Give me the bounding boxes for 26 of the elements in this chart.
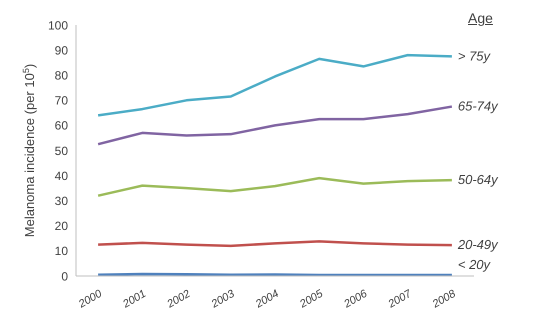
y-tick-label: 70	[54, 94, 68, 108]
series-label: 65-74y	[458, 98, 500, 114]
series-label: 50-64y	[458, 172, 500, 188]
x-tick-label: 2006	[341, 287, 370, 311]
line-series	[96, 105, 454, 146]
y-tick-label: 20	[54, 219, 68, 234]
y-tick-label: 40	[54, 168, 68, 183]
y-tick-label: 90	[54, 43, 68, 58]
x-tick-label: 2001	[120, 288, 148, 311]
series-label: 20-49y	[456, 237, 500, 252]
x-tick-label: 2008	[430, 287, 459, 311]
y-tick-label: 10	[54, 244, 68, 258]
line-series	[96, 176, 454, 197]
y-tick-label: 0	[61, 269, 68, 284]
line-series	[96, 54, 454, 117]
y-tick-label: 60	[54, 118, 68, 133]
y-tick-label: 100	[48, 18, 68, 32]
series-label: < 20y	[458, 256, 492, 272]
y-tick-label: 30	[54, 194, 68, 208]
y-tick-label: 50	[54, 144, 68, 158]
x-tick-label: 2003	[208, 287, 238, 311]
x-tick-label: 2000	[76, 287, 105, 311]
x-tick-label: 2002	[164, 288, 192, 311]
series-label: > 75y	[458, 48, 492, 64]
y-tick-label: 80	[54, 68, 68, 82]
legend-title: Age	[468, 10, 493, 26]
